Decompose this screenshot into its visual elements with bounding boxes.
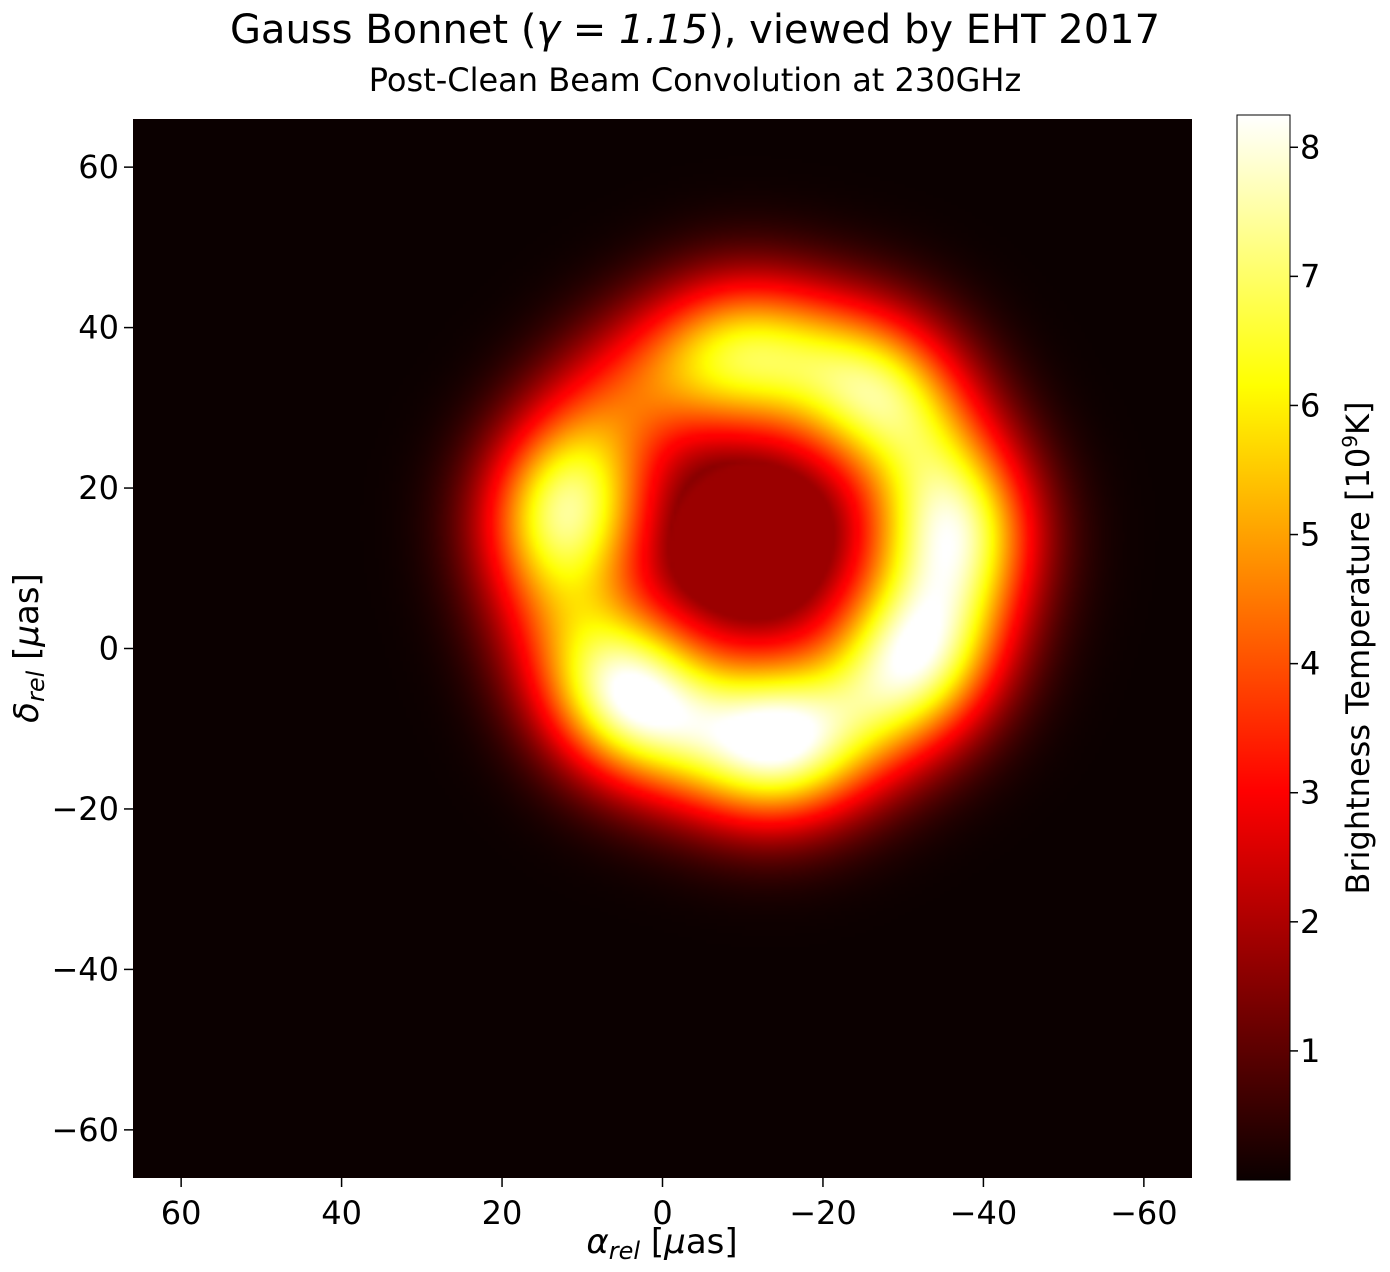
- colorbar-tick-label: 1: [1300, 1032, 1320, 1070]
- colorbar-gradient: [1236, 114, 1291, 1181]
- y-tick-label: −40: [51, 950, 119, 988]
- colorbar-tick-label: 4: [1300, 645, 1320, 683]
- colorbar-tick-label: 6: [1300, 386, 1320, 424]
- y-axis: 60 40 20 0 −20 −40 −60: [51, 148, 133, 1149]
- heatmap-image: [133, 119, 1192, 1178]
- colorbar: 1 2 3 4 5 6 7 8: [1236, 114, 1320, 1181]
- y-tick-label: 20: [78, 469, 119, 507]
- x-axis-label: αrel [μas]: [586, 1222, 737, 1265]
- colorbar-tick-label: 8: [1300, 128, 1320, 166]
- colorbar-tick-label: 5: [1300, 516, 1320, 554]
- y-tick-label: 40: [78, 309, 119, 347]
- y-tick-label: 0: [99, 630, 119, 668]
- colorbar-label: Brightness Temperature [109K]: [1338, 402, 1377, 895]
- x-tick-label: −20: [789, 1194, 857, 1232]
- colorbar-tick-label: 7: [1300, 257, 1320, 295]
- x-tick-label: −60: [1110, 1194, 1178, 1232]
- colorbar-tick-label: 3: [1300, 774, 1320, 812]
- chart-title: Gauss Bonnet (γ = 1.15), viewed by EHT 2…: [229, 7, 1161, 53]
- x-tick-label: 60: [161, 1194, 202, 1232]
- chart-subtitle: Post-Clean Beam Convolution at 230GHz: [368, 61, 1022, 99]
- colorbar-tick-label: 2: [1300, 903, 1320, 941]
- y-tick-label: −20: [51, 790, 119, 828]
- y-axis-label: δrel [μas]: [7, 573, 50, 723]
- x-tick-label: 20: [482, 1194, 523, 1232]
- y-tick-label: 60: [78, 148, 119, 186]
- x-tick-label: 40: [321, 1194, 362, 1232]
- y-tick-label: −60: [51, 1111, 119, 1149]
- x-axis: 60 40 20 0 −20 −40 −60: [161, 1178, 1178, 1232]
- plot-area: [133, 119, 1192, 1178]
- x-tick-label: 0: [652, 1194, 672, 1232]
- x-tick-label: −40: [950, 1194, 1018, 1232]
